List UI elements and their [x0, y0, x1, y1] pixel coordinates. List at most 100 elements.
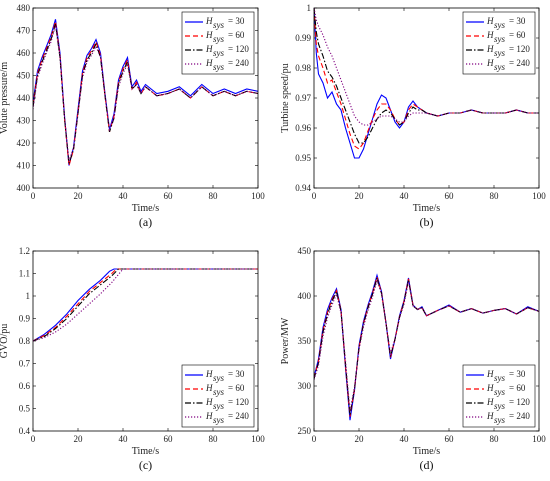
y-tick-label: 420: [17, 138, 31, 148]
legend-subscript: sys: [213, 387, 224, 397]
series-line-2: [33, 268, 258, 342]
legend-subscript: sys: [494, 34, 505, 44]
x-tick-label: 80: [490, 191, 500, 201]
legend-entry: = 60: [228, 383, 245, 393]
legend-subscript: sys: [213, 20, 224, 30]
legend-symbol: H: [205, 383, 213, 393]
legend-subscript: sys: [213, 48, 224, 58]
legend-subscript: sys: [494, 387, 505, 397]
x-axis-label: Time/s: [132, 446, 160, 457]
y-tick-label: 1.1: [19, 269, 30, 279]
chart-panel-2: 0 20 40 60 80 100 0.94 0.95 0.96 0.97 0.98 0.99 1 Tim…: [280, 3, 546, 229]
legend-symbol: H: [486, 369, 494, 379]
x-tick-label: 40: [400, 191, 410, 201]
legend-entry: = 60: [509, 30, 526, 40]
legend-symbol: H: [486, 411, 494, 421]
y-tick-label: 1.2: [19, 246, 30, 256]
x-tick-label: 0: [312, 191, 317, 201]
x-tick-label: 80: [209, 434, 219, 444]
legend-subscript: sys: [213, 373, 224, 383]
legend-subscript: sys: [494, 373, 505, 383]
y-tick-label: 400: [17, 183, 31, 193]
legend-symbol: H: [486, 397, 494, 407]
y-tick-label: 0.4: [19, 426, 31, 436]
legend-entry: = 30: [228, 369, 245, 379]
y-tick-label: 0.95: [295, 153, 311, 163]
legend-subscript: sys: [494, 401, 505, 411]
x-tick-label: 20: [355, 434, 365, 444]
y-tick-label: 0.94: [295, 183, 311, 193]
series-line-4: [33, 268, 258, 342]
legend-entry: = 120: [228, 44, 249, 54]
x-tick-label: 20: [74, 434, 84, 444]
legend-symbol: H: [205, 58, 213, 68]
series-line-4: [314, 8, 539, 126]
y-axis-label: Turbine speed/pu: [280, 63, 291, 132]
legend-subscript: sys: [494, 20, 505, 30]
y-tick-label: 400: [298, 291, 312, 301]
plot-area: [313, 7, 540, 189]
plot-area: [32, 7, 259, 189]
y-axis-label: Volute pressure/m: [0, 62, 10, 135]
subfigure-label: (b): [420, 215, 434, 229]
y-tick-label: 1: [26, 291, 31, 301]
x-tick-label: 100: [251, 191, 265, 201]
x-tick-label: 100: [532, 434, 546, 444]
y-tick-label: 450: [298, 246, 312, 256]
legend-symbol: H: [486, 383, 494, 393]
x-tick-label: 80: [490, 434, 500, 444]
legend-symbol: H: [486, 30, 494, 40]
legend-entry: = 240: [228, 411, 249, 421]
legend-subscript: sys: [213, 34, 224, 44]
chart-panel-1: 0 20 40 60 80 100 400 410 420 430 440 450 460 470 480 T…: [0, 3, 265, 229]
y-tick-label: 0.7: [19, 359, 31, 369]
legend-entry: = 30: [509, 369, 526, 379]
legend-entry: = 240: [228, 58, 249, 68]
x-tick-label: 0: [31, 191, 36, 201]
x-tick-label: 40: [400, 434, 410, 444]
y-tick-label: 300: [298, 381, 312, 391]
subfigure-label: (c): [139, 458, 152, 472]
plot-area: [313, 250, 540, 432]
legend-subscript: sys: [494, 62, 505, 72]
x-tick-label: 0: [31, 434, 36, 444]
legend-symbol: H: [205, 44, 213, 54]
x-tick-label: 100: [251, 434, 265, 444]
y-tick-label: 0.6: [19, 381, 31, 391]
legend-symbol: H: [205, 30, 213, 40]
y-axis-label: Power/MW: [280, 317, 291, 364]
x-tick-label: 60: [164, 191, 174, 201]
legend-symbol: H: [205, 16, 213, 26]
series-line-4: [33, 25, 258, 162]
y-tick-label: 0.9: [19, 314, 31, 324]
legend-symbol: H: [486, 16, 494, 26]
y-tick-label: 480: [17, 3, 31, 13]
y-tick-label: 0.99: [295, 33, 311, 43]
legend-entry: = 120: [228, 397, 249, 407]
plot-area: [32, 250, 259, 432]
x-tick-label: 20: [355, 191, 365, 201]
legend-subscript: sys: [494, 48, 505, 58]
x-tick-label: 60: [445, 191, 455, 201]
legend-subscript: sys: [213, 401, 224, 411]
legend-entry: = 30: [228, 16, 245, 26]
y-tick-label: 0.5: [19, 404, 31, 414]
legend-subscript: sys: [494, 415, 505, 425]
series-line-1: [33, 268, 258, 342]
x-tick-label: 40: [119, 434, 129, 444]
y-tick-label: 0.96: [295, 123, 311, 133]
y-tick-label: 0.97: [295, 93, 311, 103]
x-tick-label: 60: [164, 434, 174, 444]
legend-entry: = 30: [509, 16, 526, 26]
x-axis-label: Time/s: [413, 203, 441, 214]
chart-panel-4: 0 20 40 60 80 100 250 300 350 400 450 Time/s Power/M…: [280, 246, 546, 472]
y-tick-label: 0.98: [295, 63, 311, 73]
y-tick-label: 460: [17, 48, 31, 58]
x-tick-label: 80: [209, 191, 219, 201]
y-tick-label: 470: [17, 26, 31, 36]
